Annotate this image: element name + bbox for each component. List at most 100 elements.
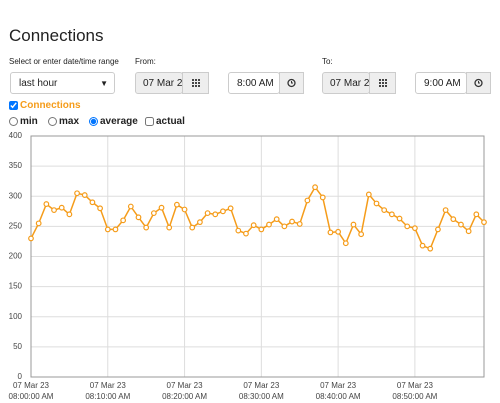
to-label: To: bbox=[322, 57, 333, 66]
point bbox=[442, 207, 449, 214]
point bbox=[235, 227, 242, 234]
radio[interactable] bbox=[9, 117, 18, 126]
point bbox=[227, 205, 234, 212]
option-label: average bbox=[100, 116, 138, 127]
to-date[interactable]: 07 Mar 2 bbox=[322, 72, 370, 94]
series-toggle[interactable]: Connections bbox=[9, 100, 81, 111]
point bbox=[289, 218, 295, 225]
point bbox=[220, 208, 226, 215]
radio[interactable] bbox=[48, 117, 57, 126]
point bbox=[266, 221, 272, 228]
point bbox=[143, 224, 150, 231]
from-date[interactable]: 07 Mar 2 bbox=[135, 72, 183, 94]
legend-label: Connections bbox=[20, 100, 81, 111]
x-tick-label: 08:20:00 AM bbox=[162, 392, 207, 401]
actual-option[interactable]: actual bbox=[145, 116, 185, 127]
option-label: actual bbox=[156, 116, 185, 127]
point bbox=[281, 223, 288, 230]
point bbox=[350, 221, 357, 228]
y-tick-label: 100 bbox=[9, 312, 23, 321]
series-checkbox[interactable] bbox=[9, 101, 18, 110]
point bbox=[66, 211, 73, 218]
point bbox=[81, 192, 88, 198]
aggregate-option[interactable]: average bbox=[89, 116, 138, 127]
point bbox=[197, 219, 203, 226]
point bbox=[335, 228, 342, 235]
checkbox[interactable] bbox=[145, 117, 154, 126]
range-label: Select or enter date/time range bbox=[9, 57, 119, 66]
option-label: max bbox=[59, 116, 80, 127]
y-tick-label: 150 bbox=[9, 282, 23, 291]
aggregate-option[interactable]: max bbox=[48, 116, 79, 127]
y-tick-label: 250 bbox=[9, 221, 23, 230]
point bbox=[458, 221, 464, 228]
point bbox=[473, 211, 480, 218]
point bbox=[435, 226, 441, 233]
point bbox=[212, 211, 219, 218]
point bbox=[166, 224, 173, 231]
x-tick-label: 08:30:00 AM bbox=[239, 392, 284, 401]
to-clock[interactable] bbox=[466, 72, 491, 94]
from-label: From: bbox=[135, 57, 156, 66]
from-time[interactable]: 8:00 AM bbox=[228, 72, 280, 94]
point bbox=[243, 230, 249, 237]
point bbox=[135, 214, 142, 221]
y-tick-label: 50 bbox=[13, 342, 22, 351]
title: Connections bbox=[9, 26, 104, 45]
point bbox=[150, 210, 157, 217]
y-tick-label: 350 bbox=[9, 161, 23, 170]
point bbox=[120, 217, 127, 224]
to-time[interactable]: 9:00 AM bbox=[415, 72, 467, 94]
point bbox=[327, 229, 334, 236]
point bbox=[74, 190, 80, 197]
x-tick-label: 07 Mar 23 bbox=[167, 381, 204, 390]
from-calendar[interactable] bbox=[182, 72, 209, 94]
point bbox=[258, 226, 265, 233]
point bbox=[28, 235, 34, 242]
point bbox=[189, 224, 196, 231]
point bbox=[481, 219, 487, 226]
point bbox=[158, 204, 165, 211]
point bbox=[181, 206, 188, 213]
x-tick-label: 07 Mar 23 bbox=[90, 381, 127, 390]
x-tick-label: 07 Mar 23 bbox=[320, 381, 357, 390]
x-tick-label: 08:00:00 AM bbox=[9, 392, 54, 401]
aggregate-option[interactable]: min bbox=[9, 116, 38, 127]
point bbox=[58, 204, 65, 211]
preset-select[interactable]: last hour ▼ bbox=[10, 72, 115, 94]
x-tick-label: 07 Mar 23 bbox=[397, 381, 434, 390]
plot-frame bbox=[30, 135, 485, 378]
point bbox=[465, 228, 472, 235]
y-tick-label: 400 bbox=[9, 131, 23, 140]
option-label: min bbox=[20, 116, 38, 127]
point bbox=[373, 200, 380, 207]
point bbox=[296, 221, 303, 227]
to-calendar[interactable] bbox=[369, 72, 396, 94]
point bbox=[342, 240, 349, 247]
point bbox=[419, 242, 426, 249]
point bbox=[51, 207, 57, 214]
point bbox=[127, 203, 134, 210]
point bbox=[250, 222, 257, 229]
radio[interactable] bbox=[89, 117, 98, 126]
x-tick-label: 07 Mar 23 bbox=[243, 381, 280, 390]
point bbox=[319, 194, 326, 201]
point bbox=[396, 215, 403, 222]
point bbox=[89, 199, 96, 206]
y-tick-label: 200 bbox=[9, 252, 23, 261]
point bbox=[35, 220, 42, 227]
x-tick-label: 08:50:00 AM bbox=[392, 392, 437, 401]
y-tick-label: 300 bbox=[9, 191, 23, 200]
point bbox=[312, 184, 318, 191]
point bbox=[381, 207, 388, 214]
point bbox=[204, 210, 211, 217]
from-clock[interactable] bbox=[279, 72, 304, 94]
point bbox=[273, 216, 280, 223]
point bbox=[104, 226, 111, 233]
point bbox=[43, 201, 50, 207]
point bbox=[388, 211, 395, 218]
point bbox=[411, 225, 418, 232]
series-line bbox=[30, 185, 485, 250]
y-tick-label: 0 bbox=[18, 372, 23, 381]
